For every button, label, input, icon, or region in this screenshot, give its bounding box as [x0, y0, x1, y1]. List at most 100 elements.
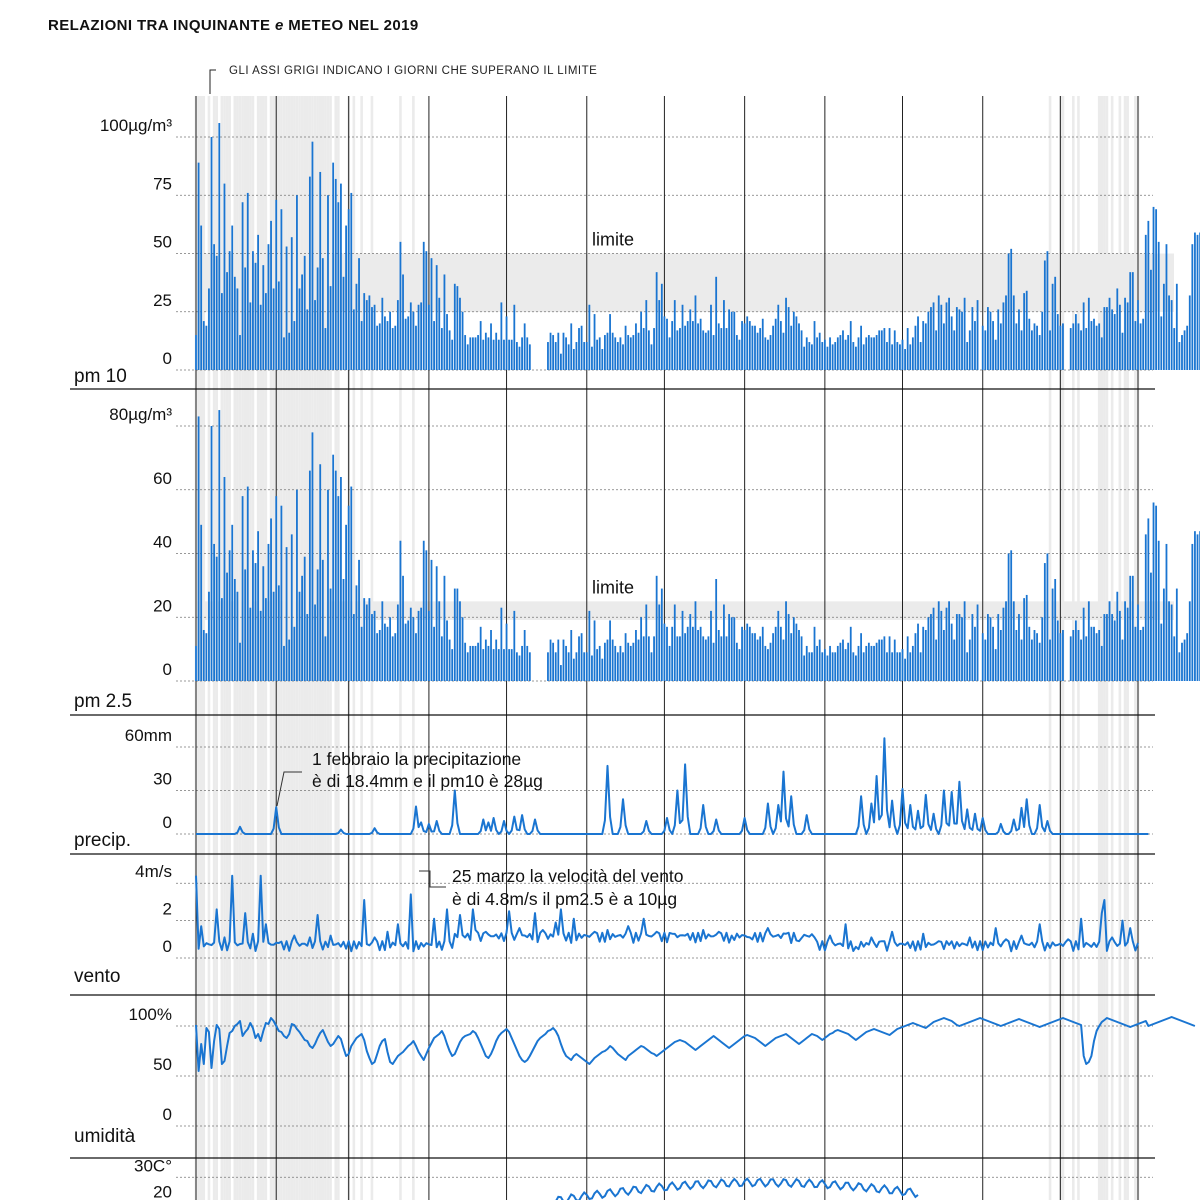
bar — [195, 645, 197, 681]
bar — [1181, 335, 1183, 370]
bar — [479, 321, 482, 370]
bar — [614, 645, 617, 681]
bar — [381, 297, 384, 370]
bar — [844, 339, 847, 370]
bar — [849, 321, 852, 370]
bar — [316, 569, 319, 681]
bar — [1170, 300, 1173, 370]
bar — [384, 623, 386, 681]
bar — [914, 633, 917, 681]
bar — [1093, 318, 1095, 370]
bar — [262, 265, 265, 370]
tick-label: 0 — [163, 1105, 172, 1124]
bar — [275, 496, 278, 681]
bar — [917, 623, 919, 681]
bar — [1005, 295, 1007, 370]
bar — [829, 645, 831, 681]
bar — [834, 652, 837, 681]
limit-band — [196, 601, 1174, 620]
bar — [1100, 337, 1103, 370]
bar — [508, 339, 511, 370]
bar — [616, 652, 619, 681]
annotation-line-1: 25 marzo la velocità del vento — [452, 866, 684, 886]
bar — [989, 311, 992, 370]
bar — [1018, 309, 1020, 370]
bar — [1069, 328, 1072, 370]
bar — [241, 202, 244, 370]
tick-label: 20 — [153, 1183, 172, 1200]
bar — [622, 652, 624, 681]
bar — [1121, 639, 1124, 681]
bar — [767, 649, 769, 681]
bar — [363, 598, 366, 681]
bar — [746, 623, 749, 681]
bar — [1100, 645, 1103, 681]
bar — [267, 543, 270, 681]
bar — [955, 614, 958, 681]
bar — [655, 272, 658, 370]
bar — [1186, 325, 1189, 370]
bar — [526, 645, 529, 681]
bar — [955, 307, 958, 370]
bar — [787, 614, 790, 681]
bar — [259, 610, 262, 681]
bar — [756, 639, 759, 681]
bar — [246, 192, 249, 370]
bar — [368, 295, 371, 370]
bar — [769, 335, 772, 370]
bar — [1186, 633, 1189, 681]
bar — [733, 311, 736, 370]
bar — [852, 652, 855, 681]
bar — [288, 639, 291, 681]
bar — [987, 307, 989, 370]
bar — [919, 652, 922, 681]
bar — [943, 323, 945, 370]
bar — [438, 297, 441, 370]
bar — [1173, 636, 1176, 681]
bar — [754, 633, 756, 681]
bar — [911, 645, 914, 681]
tick-label: 4m/s — [135, 862, 172, 881]
bar — [588, 610, 591, 681]
bar — [839, 642, 842, 681]
bar — [528, 652, 531, 681]
tick-label: 50 — [153, 1055, 172, 1074]
bar — [425, 251, 428, 370]
bar — [614, 337, 617, 370]
bar — [448, 639, 451, 681]
bar — [562, 332, 565, 370]
bar — [1002, 607, 1005, 681]
bar — [596, 649, 599, 681]
bar — [378, 323, 381, 370]
bar — [202, 321, 205, 370]
bar — [583, 342, 586, 370]
bar — [352, 614, 355, 681]
bar — [668, 337, 671, 370]
bar — [606, 639, 609, 681]
bar — [673, 300, 676, 370]
bar — [1139, 630, 1142, 681]
bar — [1023, 293, 1026, 370]
bar — [241, 496, 244, 681]
tick-label: 80µg/m³ — [109, 405, 172, 424]
bar — [1072, 630, 1075, 681]
bar — [1087, 297, 1090, 370]
bar — [735, 642, 738, 681]
bar — [368, 598, 371, 681]
bar — [1030, 639, 1033, 681]
bar — [1002, 302, 1005, 370]
bar — [953, 639, 956, 681]
bar — [968, 639, 971, 681]
bar — [438, 601, 441, 681]
bar — [684, 633, 687, 681]
bar — [598, 337, 601, 370]
bar — [1178, 652, 1181, 681]
bar — [1098, 630, 1101, 681]
bar — [1191, 244, 1194, 370]
bar — [399, 241, 402, 370]
bar — [482, 339, 485, 370]
bar — [1147, 518, 1150, 681]
bar — [275, 199, 278, 370]
bar — [420, 302, 423, 370]
bar — [598, 645, 601, 681]
